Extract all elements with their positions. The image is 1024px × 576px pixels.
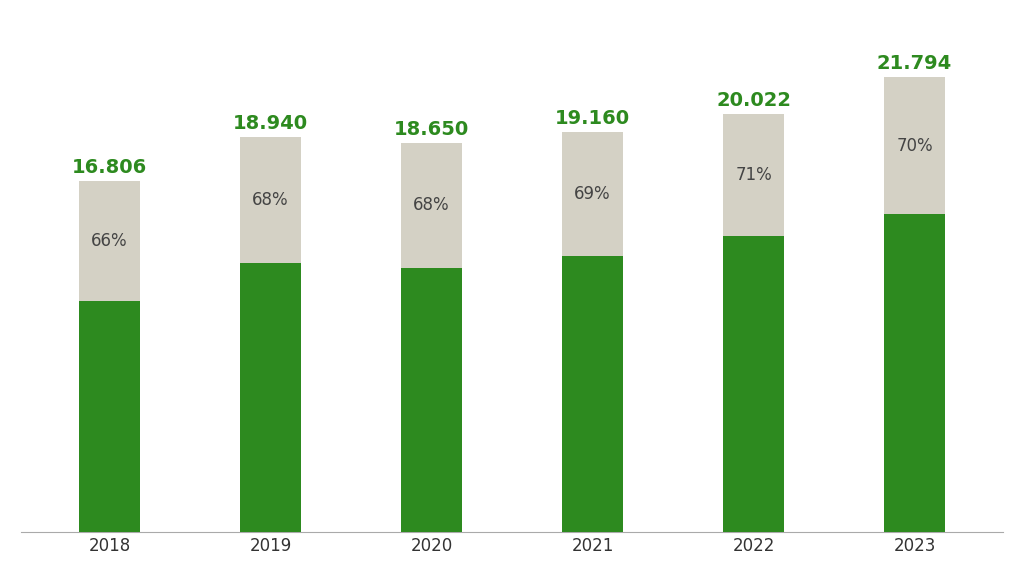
Bar — [562, 132, 624, 256]
Bar — [400, 267, 462, 532]
Bar — [240, 263, 301, 532]
Text: 18.940: 18.940 — [232, 114, 308, 133]
Text: 19.160: 19.160 — [555, 109, 630, 128]
Text: 20.022: 20.022 — [716, 91, 792, 110]
Bar — [562, 256, 624, 532]
Bar — [884, 77, 945, 214]
Text: 71%: 71% — [735, 166, 772, 184]
Bar — [884, 214, 945, 532]
Text: 66%: 66% — [91, 232, 128, 250]
Text: 68%: 68% — [252, 191, 289, 209]
Text: 70%: 70% — [896, 137, 933, 154]
Bar — [240, 137, 301, 263]
Text: 69%: 69% — [574, 185, 611, 203]
Bar — [723, 114, 784, 236]
Text: 18.650: 18.650 — [394, 120, 469, 139]
Bar — [400, 143, 462, 267]
Bar — [723, 236, 784, 532]
Bar — [79, 301, 140, 532]
Text: 68%: 68% — [413, 196, 450, 214]
Text: 21.794: 21.794 — [877, 54, 952, 73]
Text: 16.806: 16.806 — [72, 158, 147, 177]
Bar — [79, 181, 140, 301]
